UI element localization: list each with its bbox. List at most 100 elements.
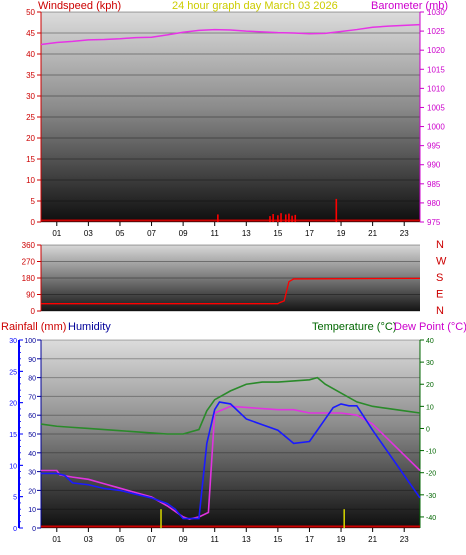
rainfall-tick-label: 10	[9, 463, 17, 470]
compass-label: W	[436, 256, 447, 268]
x-tick-label: 09	[179, 229, 188, 238]
gust-bar	[335, 198, 338, 222]
temperature-tick-label: -40	[426, 515, 436, 522]
dewpoint-title: Dew Point (°C)	[394, 321, 466, 333]
temperature-tick-label: 30	[426, 360, 434, 367]
temperature-tick-label: 40	[426, 338, 434, 345]
gust-bar	[288, 213, 290, 222]
graph-date-title: 24 hour graph day March 03 2026	[172, 0, 338, 12]
humidity-line	[41, 401, 421, 520]
compass-label: N	[436, 305, 444, 317]
x-tick-label: 01	[52, 229, 61, 238]
x-tick-label: 15	[273, 229, 282, 238]
x-tick-label: 13	[242, 229, 251, 238]
x-tick-label: 23	[400, 535, 409, 544]
direction-tick-label: 90	[26, 291, 35, 300]
barometer-tick-label: 995	[427, 142, 441, 151]
gust-bar	[272, 214, 274, 222]
gust-bar	[291, 215, 293, 222]
temperature-tick-label: -20	[426, 471, 436, 478]
x-tick-label: 11	[211, 229, 220, 238]
windspeed-tick-label: 50	[26, 8, 35, 17]
x-tick-label: 03	[84, 229, 93, 238]
x-tick-label: 05	[116, 229, 125, 238]
compass-label: S	[436, 272, 443, 284]
x-tick-label: 11	[211, 535, 220, 544]
gust-bar	[294, 214, 297, 222]
barometer-tick-label: 985	[427, 180, 441, 189]
rainfall-tick-label: 20	[9, 401, 17, 408]
rainfall-bar	[343, 509, 345, 528]
temperature-tick-label: 20	[426, 382, 434, 389]
gust-bar	[280, 213, 282, 222]
gust-bar	[217, 214, 219, 222]
temperature-tick-label: 10	[426, 404, 434, 411]
direction-line	[41, 277, 421, 305]
compass-label: N	[436, 239, 444, 251]
barometer-line	[40, 23, 421, 46]
direction-tick-label: 360	[22, 241, 36, 250]
direction-tick-label: 0	[31, 307, 36, 316]
x-tick-label: 01	[52, 535, 61, 544]
rainfall-title: Rainfall (mm)	[1, 321, 66, 333]
temperature-tick-label: -30	[426, 493, 436, 500]
windspeed-tick-label: 35	[26, 71, 35, 80]
temperature-title: Temperature (°C)	[312, 321, 396, 333]
barometer-tick-label: 1000	[427, 123, 445, 132]
humidity-title: Humidity	[68, 321, 111, 333]
pressure-series	[40, 23, 421, 222]
barometer-tick-label: 1005	[427, 103, 445, 112]
x-tick-label: 17	[305, 229, 314, 238]
x-tick-label: 07	[147, 535, 156, 544]
barometer-tick-label: 1010	[427, 84, 445, 93]
barometer-tick-label: 980	[427, 199, 441, 208]
humidity-tick-label: 50	[28, 432, 36, 439]
humidity-tick-label: 80	[28, 376, 36, 383]
humidity-tick-label: 20	[28, 488, 36, 495]
barometer-tick-label: 1025	[427, 27, 445, 36]
barometer-title: Barometer (mb)	[371, 0, 448, 12]
temperature-axes: 0102030405060708090100051015202530-40-30…	[9, 338, 436, 544]
rainfall-tick-label: 25	[9, 369, 17, 376]
pressure-plot-area	[41, 12, 420, 222]
pressure-grid	[41, 11, 420, 223]
pressure-axes: 0510152025303540455097598098599099510001…	[26, 8, 445, 238]
humidity-tick-label: 40	[28, 451, 36, 458]
temperature-tick-label: 0	[426, 426, 430, 433]
windspeed-tick-label: 15	[26, 155, 35, 164]
x-tick-label: 15	[273, 535, 282, 544]
x-tick-label: 21	[368, 229, 377, 238]
windspeed-title: Windspeed (kph)	[38, 0, 121, 12]
humidity-tick-label: 30	[28, 470, 36, 477]
x-tick-label: 13	[242, 535, 251, 544]
humidity-tick-label: 100	[24, 338, 36, 345]
temperature-plot-area	[41, 340, 420, 528]
windspeed-tick-label: 10	[26, 176, 35, 185]
windspeed-tick-label: 40	[26, 50, 35, 59]
x-tick-label: 21	[368, 535, 377, 544]
x-tick-label: 03	[84, 535, 93, 544]
humidity-tick-label: 60	[28, 413, 36, 420]
barometer-tick-label: 1030	[427, 8, 445, 17]
rainfall-tick-label: 5	[13, 495, 17, 502]
temperature-tick-label: -10	[426, 449, 436, 456]
compass-label: E	[436, 289, 443, 301]
windspeed-tick-label: 5	[31, 197, 36, 206]
humidity-tick-label: 10	[28, 507, 36, 514]
windspeed-tick-label: 0	[31, 218, 36, 227]
barometer-tick-label: 990	[427, 161, 441, 170]
barometer-tick-label: 1015	[427, 65, 445, 74]
barometer-tick-label: 975	[427, 218, 441, 227]
direction-tick-label: 180	[22, 274, 36, 283]
gust-bar	[269, 216, 271, 222]
dewpoint-line	[41, 405, 421, 520]
gust-bar	[284, 214, 287, 222]
direction-tick-label: 270	[22, 258, 36, 267]
temperature-line	[40, 376, 421, 435]
humidity-tick-label: 90	[28, 357, 36, 364]
x-tick-label: 23	[400, 229, 409, 238]
x-tick-label: 19	[337, 229, 346, 238]
windspeed-tick-label: 20	[26, 134, 35, 143]
